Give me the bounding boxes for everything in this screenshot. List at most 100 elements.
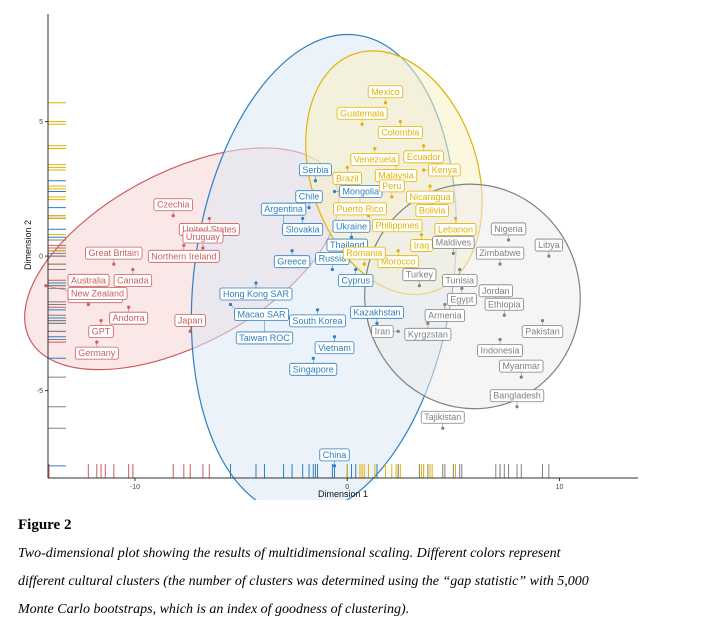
figure-title: Figure 2 (18, 517, 72, 533)
data-point (540, 319, 545, 323)
data-point (207, 216, 211, 221)
point-label: Nicaragua (406, 190, 454, 204)
point-label: Japan (174, 314, 206, 327)
point-label: Lebanon (434, 223, 477, 236)
label-box (432, 235, 475, 249)
label-box (147, 249, 220, 263)
data-point (498, 262, 502, 266)
data-point (498, 337, 502, 342)
point-label: Ukraine (332, 219, 371, 233)
label-box (490, 222, 527, 236)
point-label: South Korea (289, 314, 346, 328)
point-label: Tunisia (441, 274, 478, 287)
label-text: Chile (299, 192, 320, 202)
label-box (319, 448, 350, 462)
label-box (299, 163, 332, 177)
caption-line: Two-dimensional plot showing the results… (18, 546, 561, 561)
label-text: Taiwan ROC (239, 333, 290, 343)
label-text: Lebanon (438, 224, 473, 234)
label-text: Malaysia (378, 171, 414, 181)
data-point (506, 238, 511, 242)
label-box (153, 198, 193, 212)
data-point (417, 284, 422, 288)
point-label: Iraq (410, 239, 433, 252)
data-point (131, 267, 135, 272)
data-point (396, 329, 400, 334)
label-text: Vietnam (318, 343, 351, 353)
point-label: Venezuela (350, 153, 400, 166)
label-box (314, 341, 355, 355)
point-label: Guatemala (336, 106, 388, 120)
label-text: Pakistan (525, 327, 560, 337)
label-box (424, 309, 466, 322)
data-point (443, 302, 447, 307)
data-point (460, 286, 464, 290)
label-text: Egypt (450, 294, 474, 304)
label-text: Cyprus (341, 276, 370, 286)
label-box (260, 202, 307, 216)
label-box (333, 202, 387, 216)
point-label: Armenia (424, 309, 466, 322)
figure-caption: Figure 2 Two-dimensional plot showing th… (18, 517, 698, 630)
label-box (477, 344, 523, 357)
label-text: Venezuela (354, 154, 396, 164)
point-labels: Czechia United States Northern Ireland Grea… (67, 85, 564, 462)
data-point (502, 313, 506, 317)
label-text: Kenya (432, 165, 458, 175)
label-box (415, 204, 449, 218)
point-label: Germany (74, 346, 119, 360)
label-box (489, 389, 545, 403)
data-point (373, 146, 377, 151)
data-point (228, 302, 233, 307)
label-text: Myanmar (503, 361, 541, 371)
data-point (99, 319, 103, 323)
label-box (402, 268, 437, 282)
label-box (67, 287, 128, 300)
label-box (403, 150, 444, 164)
label-text: Guatemala (340, 108, 384, 118)
label-text: Bolivia (419, 206, 446, 216)
point-label: Slovakia (282, 223, 324, 236)
label-box (478, 284, 513, 298)
label-text: Ethiopia (488, 299, 521, 309)
label-box (377, 255, 419, 269)
data-point (332, 189, 337, 194)
caption-line: Monte Carlo bootstraps, which is an inde… (18, 602, 410, 617)
y-axis-title: Dimension 2 (23, 220, 33, 270)
label-text: Ukraine (336, 221, 367, 231)
label-text: Zimbabwe (479, 248, 521, 258)
data-point (254, 281, 258, 285)
label-text: Andorra (113, 313, 145, 323)
data-point (362, 262, 366, 266)
label-text: Maldives (436, 237, 472, 247)
label-text: New Zealand (71, 289, 124, 299)
label-box (420, 410, 465, 424)
data-point (86, 302, 90, 307)
label-text: Tajikistan (424, 412, 461, 422)
label-text: United States (182, 224, 237, 234)
data-point (396, 249, 400, 253)
label-box (336, 106, 388, 120)
point-label: New Zealand (67, 287, 128, 300)
label-box (289, 314, 346, 328)
point-label: Bolivia (415, 204, 449, 218)
point-label: Macao SAR (234, 308, 289, 321)
data-point (422, 144, 426, 148)
data-point (315, 308, 320, 312)
label-text: Kazakhstan (353, 307, 400, 317)
point-label: Bangladesh (489, 389, 545, 403)
label-text: Singapore (293, 364, 334, 374)
data-point (311, 356, 315, 360)
label-text: Canada (117, 276, 149, 286)
point-label: Andorra (109, 311, 149, 325)
label-box (484, 297, 524, 311)
label-text: Russia (319, 254, 347, 264)
point-label: Argentina (260, 202, 307, 216)
data-point (313, 179, 318, 183)
point-label: China (319, 448, 350, 462)
point-label: Iran (371, 325, 394, 338)
label-box (234, 308, 289, 321)
data-point (360, 122, 364, 126)
label-text: Argentina (264, 204, 303, 214)
point-label: Vietnam (314, 341, 355, 355)
